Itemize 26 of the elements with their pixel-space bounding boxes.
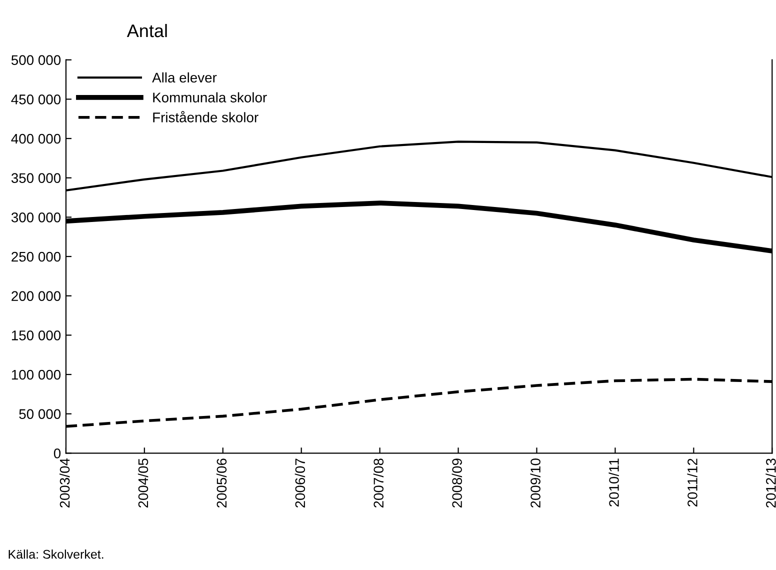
y-tick-label: 500 000	[11, 55, 61, 66]
x-tick-label: 2003/04	[59, 458, 70, 508]
x-tick-label: 2010/11	[608, 458, 619, 506]
x-tick-label: 2004/05	[138, 458, 148, 508]
x-tick-label: 2011/12	[687, 458, 698, 506]
text: Källa: Skolverket.	[8, 550, 104, 559]
y-axis-title: Antal	[126, 24, 167, 38]
y-tick-label: 0	[54, 448, 61, 458]
x-tick-label: 2009/10	[530, 458, 540, 508]
x-tick-label: 2005/06	[216, 458, 227, 508]
y-tick-label: 200 000	[12, 291, 61, 301]
x-tick-label: 2012/13	[766, 458, 776, 508]
x-tick-label: 2007/08	[373, 458, 384, 508]
legend-label: Kommunala skolor	[153, 92, 267, 102]
x-tick-label: 2008/09	[452, 458, 462, 508]
x-tick-label: 2006/07	[294, 458, 306, 508]
y-tick-label: 50 000	[19, 409, 61, 419]
y-tick-label: 150 000	[12, 330, 61, 340]
y-tick-label: 300 000	[11, 212, 61, 222]
legend-label: Fristående skolor	[153, 111, 258, 122]
legend-label: Alla elever	[152, 72, 217, 83]
y-tick-label: 450 000	[11, 94, 61, 104]
y-tick-label: 250 000	[12, 252, 61, 262]
y-tick-label: 350 000	[11, 173, 61, 184]
y-tick-label: 400 000	[11, 134, 61, 144]
y-tick-label: 100 000	[12, 370, 61, 380]
